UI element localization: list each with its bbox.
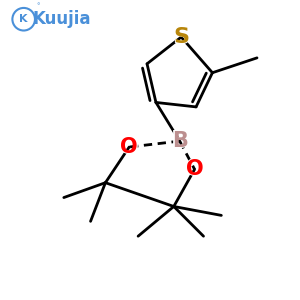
- Text: O: O: [184, 157, 205, 181]
- Text: B: B: [171, 129, 189, 153]
- Text: K: K: [20, 14, 28, 24]
- Text: O: O: [120, 137, 138, 157]
- Text: Kuujia: Kuujia: [32, 10, 91, 28]
- Text: S: S: [172, 25, 190, 49]
- Text: B: B: [172, 131, 188, 151]
- Text: O: O: [119, 135, 139, 159]
- Text: O: O: [186, 159, 203, 179]
- Text: S: S: [173, 27, 189, 47]
- Text: °: °: [37, 3, 40, 9]
